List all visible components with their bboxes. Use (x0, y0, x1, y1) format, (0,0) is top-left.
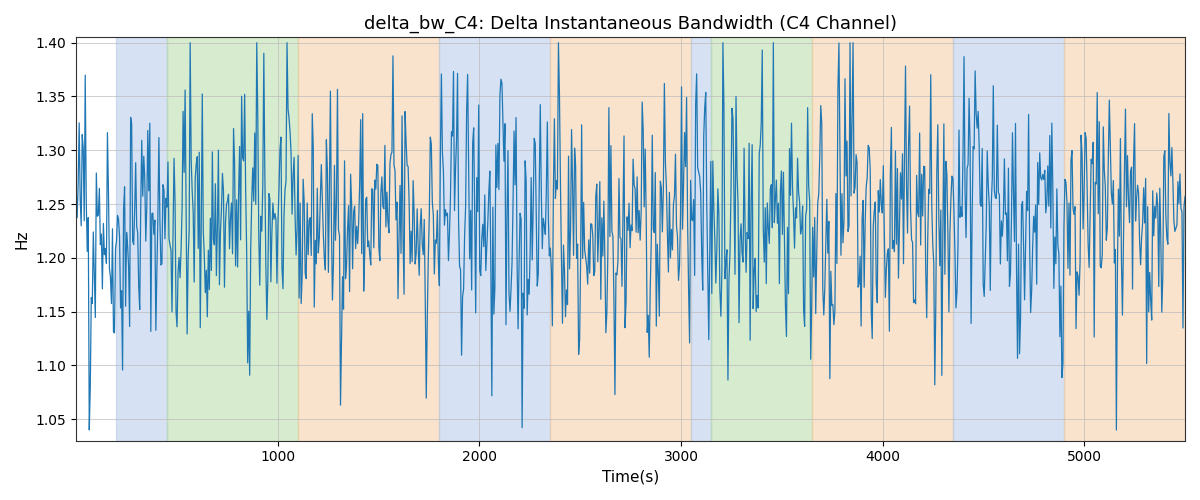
Bar (116, 38, 167, 440)
Bar (953, 38, 1064, 440)
Y-axis label: Hz: Hz (14, 230, 30, 249)
Bar (167, 38, 298, 440)
X-axis label: Time(s): Time(s) (602, 470, 659, 485)
Bar (1064, 38, 1186, 440)
Bar (550, 38, 691, 440)
Bar (691, 38, 712, 440)
Bar (439, 38, 550, 440)
Bar (812, 38, 953, 440)
Title: delta_bw_C4: Delta Instantaneous Bandwidth (C4 Channel): delta_bw_C4: Delta Instantaneous Bandwid… (364, 15, 898, 34)
Bar (298, 38, 439, 440)
Bar (712, 38, 812, 440)
